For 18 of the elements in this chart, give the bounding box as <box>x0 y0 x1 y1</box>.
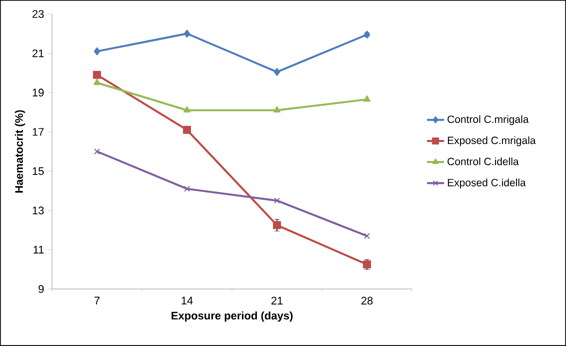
y-tick-label: 19 <box>32 88 44 96</box>
legend-label: Exposed C.mrigala <box>448 136 536 146</box>
x-axis-title: Exposure period (days) <box>172 311 293 322</box>
legend-label: Control C.idella <box>448 157 519 166</box>
y-tick-label: 23 <box>32 10 44 18</box>
y-tick-label: 17 <box>32 128 44 136</box>
x-tick-label: 7 <box>94 296 100 304</box>
x-tick-label: 14 <box>182 296 193 304</box>
y-tick-label: 15 <box>32 167 44 175</box>
legend-label: Control C.mrigala <box>448 115 529 126</box>
x-tick-label: 21 <box>271 296 283 304</box>
y-tick-label: 13 <box>32 206 44 214</box>
y-axis-title: Haematocrit (%) <box>14 110 26 193</box>
x-tick-label: 28 <box>361 296 373 305</box>
y-tick-label: 9 <box>38 285 44 293</box>
y-tick-label: 11 <box>34 246 44 254</box>
y-tick-label: 21 <box>32 49 44 58</box>
legend-label: Exposed C.idella <box>448 178 526 188</box>
